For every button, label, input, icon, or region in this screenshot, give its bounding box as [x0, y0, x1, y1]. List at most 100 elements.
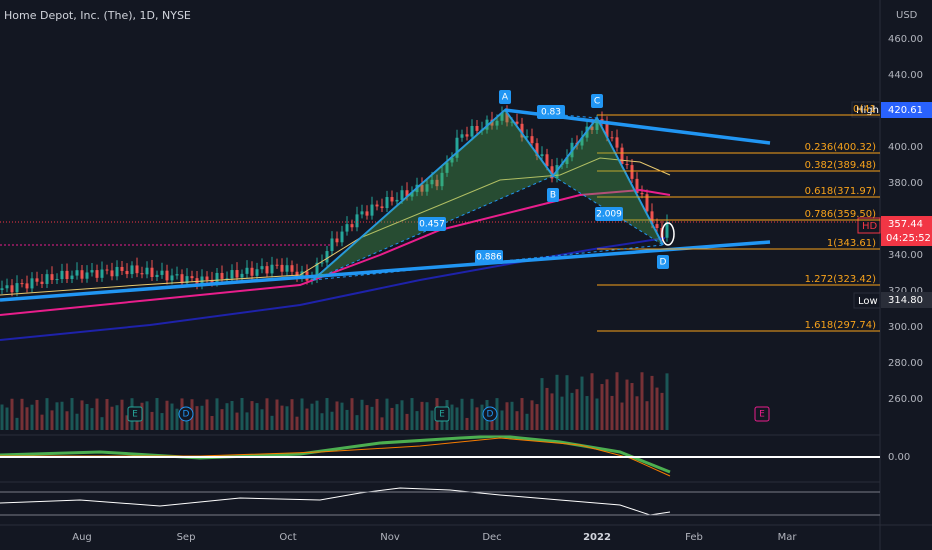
candle-body — [130, 265, 134, 275]
candle-body — [135, 265, 139, 274]
volume-bar — [175, 408, 179, 430]
candle-body — [500, 112, 504, 121]
price-label: 400.00 — [888, 142, 923, 153]
candle-body — [270, 264, 274, 274]
candle-body — [405, 190, 409, 197]
candle-body — [110, 270, 114, 277]
candle-body — [655, 224, 659, 229]
candle-body — [395, 199, 399, 202]
volume-bar — [460, 398, 464, 430]
candle-body — [365, 211, 369, 216]
volume-bar — [15, 417, 19, 430]
time-label: Nov — [380, 532, 400, 543]
time-label: Oct — [279, 532, 296, 543]
plot-area — [0, 105, 880, 516]
volume-bar — [340, 402, 344, 430]
volume-bar — [115, 405, 119, 430]
volume-bar — [205, 399, 209, 430]
event-badge — [127, 406, 143, 422]
pattern-label: 2.009 — [596, 210, 622, 220]
candle-body — [190, 276, 194, 279]
time-label: Sep — [177, 532, 196, 543]
candle-body — [580, 137, 584, 146]
volume-bar — [450, 404, 454, 430]
volume-bar — [335, 401, 339, 430]
volume-bar — [370, 406, 374, 430]
price-label: 300.00 — [888, 322, 923, 333]
candle-body — [445, 162, 449, 173]
marker — [661, 222, 675, 246]
candle-body — [150, 267, 154, 278]
volume-bar — [505, 402, 509, 430]
price-label: 380.00 — [888, 178, 923, 189]
volume-bar — [475, 407, 479, 430]
candle-body — [380, 206, 384, 209]
volume-bar — [400, 400, 404, 430]
volume-bar — [25, 407, 29, 430]
candle-body — [410, 192, 414, 197]
candle-body — [125, 270, 129, 275]
volume-bar — [315, 400, 319, 430]
candle-body — [455, 137, 459, 158]
volume-bar — [160, 413, 164, 430]
price-label: 440.00 — [888, 70, 923, 81]
harmonic-pattern: A B C D 0.83 0.457 2.009 0.886 — [312, 90, 669, 281]
volume-bar — [90, 408, 94, 430]
candle-body — [0, 288, 4, 290]
volume-bar — [575, 389, 579, 430]
price-axis: 460.00 440.00 400.00 380.00 340.00 320.00 300.… — [888, 34, 923, 405]
candle-body — [145, 267, 149, 275]
volume-bar — [125, 415, 129, 430]
chart-title: Home Depot, Inc. (The), 1D, NYSE — [4, 9, 191, 22]
candle-body — [450, 157, 454, 163]
time-label: Feb — [685, 532, 703, 543]
candle-body — [215, 272, 219, 283]
candle-body — [645, 194, 649, 212]
badge — [881, 292, 932, 308]
volume-bar — [390, 407, 394, 430]
pattern-label: D — [660, 258, 667, 268]
candle-body — [45, 274, 49, 284]
candle-body — [275, 264, 279, 266]
volume-bar — [590, 373, 594, 430]
fib-label: 1(343.61) — [827, 238, 876, 249]
candle-body — [165, 270, 169, 281]
volume-bar — [520, 398, 524, 430]
event-label: E — [439, 410, 445, 420]
volume-bar — [455, 407, 459, 430]
last-price: 357.44 — [888, 219, 923, 230]
candle-body — [265, 266, 269, 274]
volume-bar — [510, 401, 514, 430]
candle-body — [375, 204, 379, 207]
candle-body — [180, 274, 184, 284]
badge — [857, 217, 881, 234]
candle-body — [155, 274, 159, 278]
candle-body — [35, 278, 39, 282]
candle-body — [625, 164, 629, 166]
event-badge — [178, 406, 194, 422]
volume-bar — [80, 400, 84, 430]
candle-body — [55, 279, 59, 281]
candle-body — [220, 272, 224, 279]
volume-bar — [45, 398, 49, 430]
badge — [853, 292, 881, 309]
volume-bar — [665, 373, 669, 430]
volume-bar — [430, 410, 434, 430]
candle-body — [525, 136, 529, 138]
pattern-label-box — [475, 250, 503, 264]
volume-bar — [385, 398, 389, 430]
event-badge — [482, 406, 498, 422]
volume-bar — [615, 372, 619, 430]
volume-bar — [650, 375, 654, 430]
fib-label: 0.618(371.97) — [805, 186, 877, 197]
volume-bar — [255, 403, 259, 430]
volume-bar — [655, 387, 659, 430]
volume-bar — [465, 417, 469, 430]
fib-label: 0.382(389.48) — [805, 160, 877, 171]
candle-body — [350, 224, 354, 228]
pattern-label: C — [594, 97, 600, 107]
candle-body — [115, 266, 119, 277]
candle-body — [475, 125, 479, 131]
volume-bar — [660, 392, 664, 430]
